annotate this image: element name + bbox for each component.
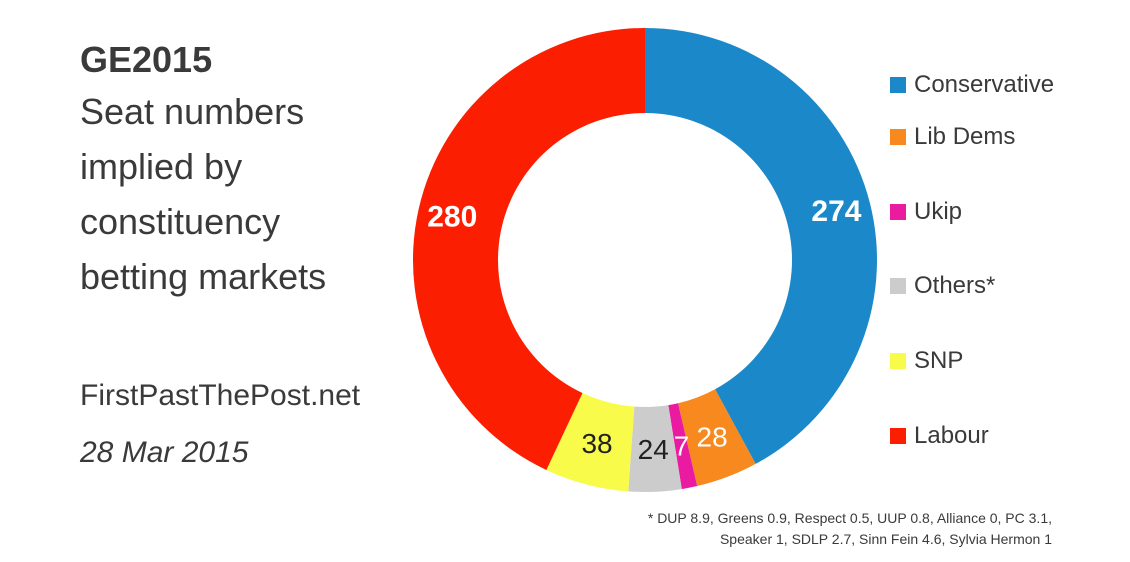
legend-swatch xyxy=(890,77,906,93)
title-block: GE2015 Seat numbers implied by constitue… xyxy=(80,36,410,304)
subtitle-line-3: constituency xyxy=(80,201,281,242)
legend-label: SNP xyxy=(914,347,964,375)
slice-others xyxy=(628,405,682,492)
footnote-line-2: Speaker 1, SDLP 2.7, Sinn Fein 4.6, Sylv… xyxy=(719,531,1052,547)
legend-label: Ukip xyxy=(914,197,963,225)
source-text: FirstPastThePost.net xyxy=(80,379,361,412)
legend-label: Conservative xyxy=(914,71,1055,98)
data-label-labour: 280 xyxy=(427,200,477,233)
legend-swatch xyxy=(890,278,906,295)
legend-label: Lib Dems xyxy=(914,123,1016,151)
legend-item-labour: Labour xyxy=(890,398,1120,473)
legend-item-conservative: Conservative xyxy=(890,70,1120,100)
subtitle-line-1: Seat numbers xyxy=(80,91,305,132)
legend-item-ukip: Ukip xyxy=(890,175,1120,250)
chart-title: GE2015 xyxy=(80,39,213,80)
data-label-lib-dems: 28 xyxy=(697,422,728,453)
data-label-conservative: 274 xyxy=(811,195,861,228)
legend-swatch xyxy=(890,203,906,220)
footnote: * DUP 8.9, Greens 0.9, Respect 0.5, UUP … xyxy=(648,508,1052,550)
slice-labour xyxy=(413,27,645,470)
legend-item-others: Others* xyxy=(890,249,1120,324)
slice-lib-dems xyxy=(678,389,756,487)
date-text: 28 Mar 2015 xyxy=(80,436,249,469)
footnote-line-1: * DUP 8.9, Greens 0.9, Respect 0.5, UUP … xyxy=(647,510,1052,526)
legend-swatch xyxy=(890,353,906,370)
slice-conservative xyxy=(645,28,878,464)
data-label-others: 24 xyxy=(638,434,669,465)
legend-label: Others* xyxy=(914,272,996,300)
subtitle-line-4: betting markets xyxy=(80,256,327,297)
subtitle-line-2: implied by xyxy=(80,146,243,187)
legend-item-snp: SNP xyxy=(890,324,1120,399)
legend-swatch xyxy=(890,129,906,146)
legend-swatch xyxy=(890,427,906,444)
slice-snp xyxy=(546,393,635,492)
legend-label: Labour xyxy=(914,421,989,449)
legend: Conservative Lib Dems Ukip Others* SNP Labour xyxy=(890,70,1120,473)
slice-ukip xyxy=(668,403,698,490)
donut-slices xyxy=(413,27,878,492)
data-label-ukip: 7 xyxy=(674,430,690,461)
legend-item-lib-dems: Lib Dems xyxy=(890,100,1120,175)
data-label-snp: 38 xyxy=(581,428,612,459)
